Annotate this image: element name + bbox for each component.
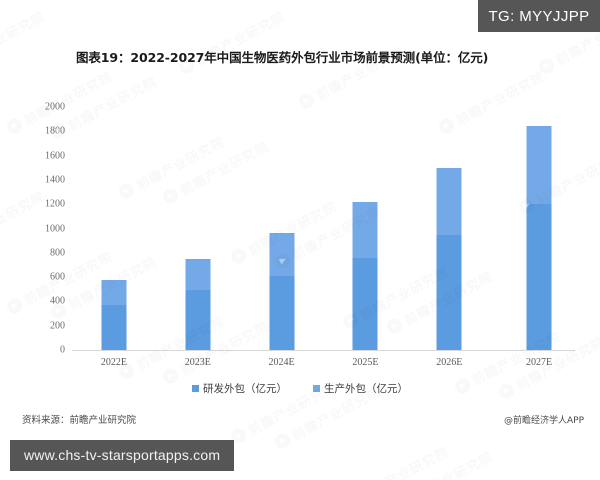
y-axis-tick-label: 200 bbox=[50, 320, 65, 332]
bar-group[interactable] bbox=[269, 233, 295, 350]
telegram-handle-banner: TG: MYYJJPP bbox=[478, 0, 600, 32]
bar-group[interactable] bbox=[352, 201, 378, 350]
bar-segment-production[interactable] bbox=[352, 201, 378, 258]
y-axis-tick-label: 1400 bbox=[45, 174, 65, 186]
x-axis-line bbox=[72, 350, 575, 351]
bar-segment-production[interactable] bbox=[436, 167, 462, 236]
bar-segment-production[interactable] bbox=[185, 258, 211, 291]
x-axis-tick-label: 2024E bbox=[268, 357, 295, 368]
bar-group[interactable] bbox=[436, 167, 462, 350]
y-axis-tick-label: 1800 bbox=[45, 125, 65, 137]
bar-group[interactable] bbox=[526, 126, 552, 350]
y-axis-tick-label: 2000 bbox=[45, 101, 65, 113]
plot-area: 0 200 400 600 800 1000 1200 1400 1600 1800 2000 bbox=[45, 102, 575, 356]
x-axis-tick-label: 2022E bbox=[100, 357, 127, 368]
legend-item[interactable]: 研发外包（亿元） bbox=[192, 381, 287, 396]
url-overlay-label: www.chs-tv-starsportapps.com bbox=[24, 447, 221, 463]
legend-label: 研发外包（亿元） bbox=[203, 383, 287, 395]
bar-segment-rd[interactable] bbox=[526, 204, 552, 350]
telegram-handle-label: TG: MYYJJPP bbox=[488, 7, 590, 25]
x-axis-tick-label: 2027E bbox=[526, 357, 553, 368]
legend-label: 生产外包（亿元） bbox=[324, 383, 408, 395]
y-axis-tick-label: 0 bbox=[60, 344, 65, 356]
bar-segment-production[interactable] bbox=[526, 126, 552, 205]
legend-swatch-icon bbox=[313, 385, 320, 392]
x-axis-tick-label: 2023E bbox=[184, 357, 211, 368]
legend-item[interactable]: 生产外包（亿元） bbox=[313, 381, 408, 396]
x-axis-tick-label: 2025E bbox=[352, 357, 379, 368]
url-overlay-banner: www.chs-tv-starsportapps.com bbox=[10, 440, 235, 471]
bar-segment-production[interactable] bbox=[101, 280, 127, 306]
y-axis-tick-label: 1000 bbox=[45, 223, 65, 234]
y-axis-tick-label: 600 bbox=[50, 271, 65, 283]
bar-segment-rd[interactable] bbox=[436, 235, 462, 350]
y-axis-tick-label: 800 bbox=[50, 247, 65, 259]
chart-legend: 研发外包（亿元） 生产外包（亿元） bbox=[0, 381, 600, 396]
y-axis-tick-label: 1600 bbox=[45, 150, 65, 162]
y-axis-tick-label: 400 bbox=[50, 295, 65, 307]
bar-segment-production[interactable] bbox=[269, 233, 295, 276]
legend-swatch-icon bbox=[192, 385, 199, 392]
bar-segment-rd[interactable] bbox=[185, 290, 211, 350]
y-axis-tick-label: 1200 bbox=[45, 198, 65, 210]
chart-title: 图表19：2022-2027年中国生物医药外包行业市场前景预测(单位：亿元) bbox=[76, 50, 489, 65]
app-credit: @前瞻经济学人APP bbox=[503, 416, 584, 426]
bar-segment-rd[interactable] bbox=[101, 305, 127, 350]
bar-segment-rd[interactable] bbox=[352, 257, 378, 350]
x-axis-tick-label: 2026E bbox=[436, 357, 463, 368]
bar-group[interactable] bbox=[185, 258, 211, 350]
bar-segment-rd[interactable] bbox=[269, 275, 295, 350]
source-note: 资料来源：前瞻产业研究院 bbox=[22, 415, 137, 426]
bar-group[interactable] bbox=[101, 280, 127, 350]
